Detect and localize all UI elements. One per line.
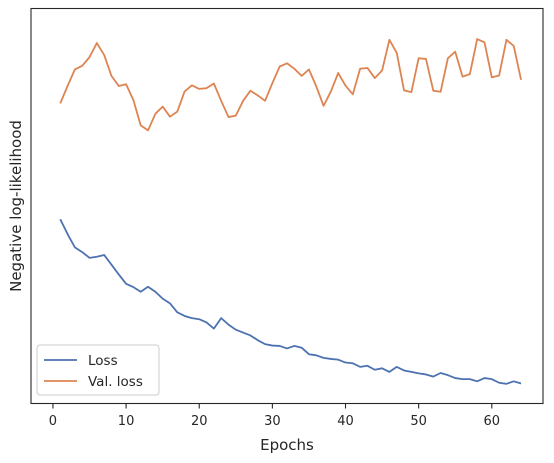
legend-box [36, 344, 160, 396]
x-tick-label-0: 0 [49, 414, 57, 429]
series-line-loss [59, 218, 522, 385]
x-tick-label-60: 60 [484, 414, 501, 429]
plot-frame [30, 7, 544, 405]
x-tick-label-10: 10 [118, 414, 135, 429]
x-tick-label-30: 30 [264, 414, 281, 429]
x-tick-label-20: 20 [191, 414, 208, 429]
x-tick-label-40: 40 [337, 414, 354, 429]
legend-label-val-loss: Val. loss [88, 374, 143, 390]
y-axis-label: Negative log-likelihood [7, 120, 25, 292]
x-tick-label-50: 50 [410, 414, 427, 429]
series-lines [59, 38, 522, 385]
legend: Loss Val. loss [36, 344, 160, 396]
x-axis-label: Epochs [260, 436, 314, 454]
x-axis-ticks: 0 10 20 30 40 50 60 [49, 403, 501, 429]
legend-label-loss: Loss [88, 353, 118, 369]
series-line-val-loss [59, 38, 522, 132]
